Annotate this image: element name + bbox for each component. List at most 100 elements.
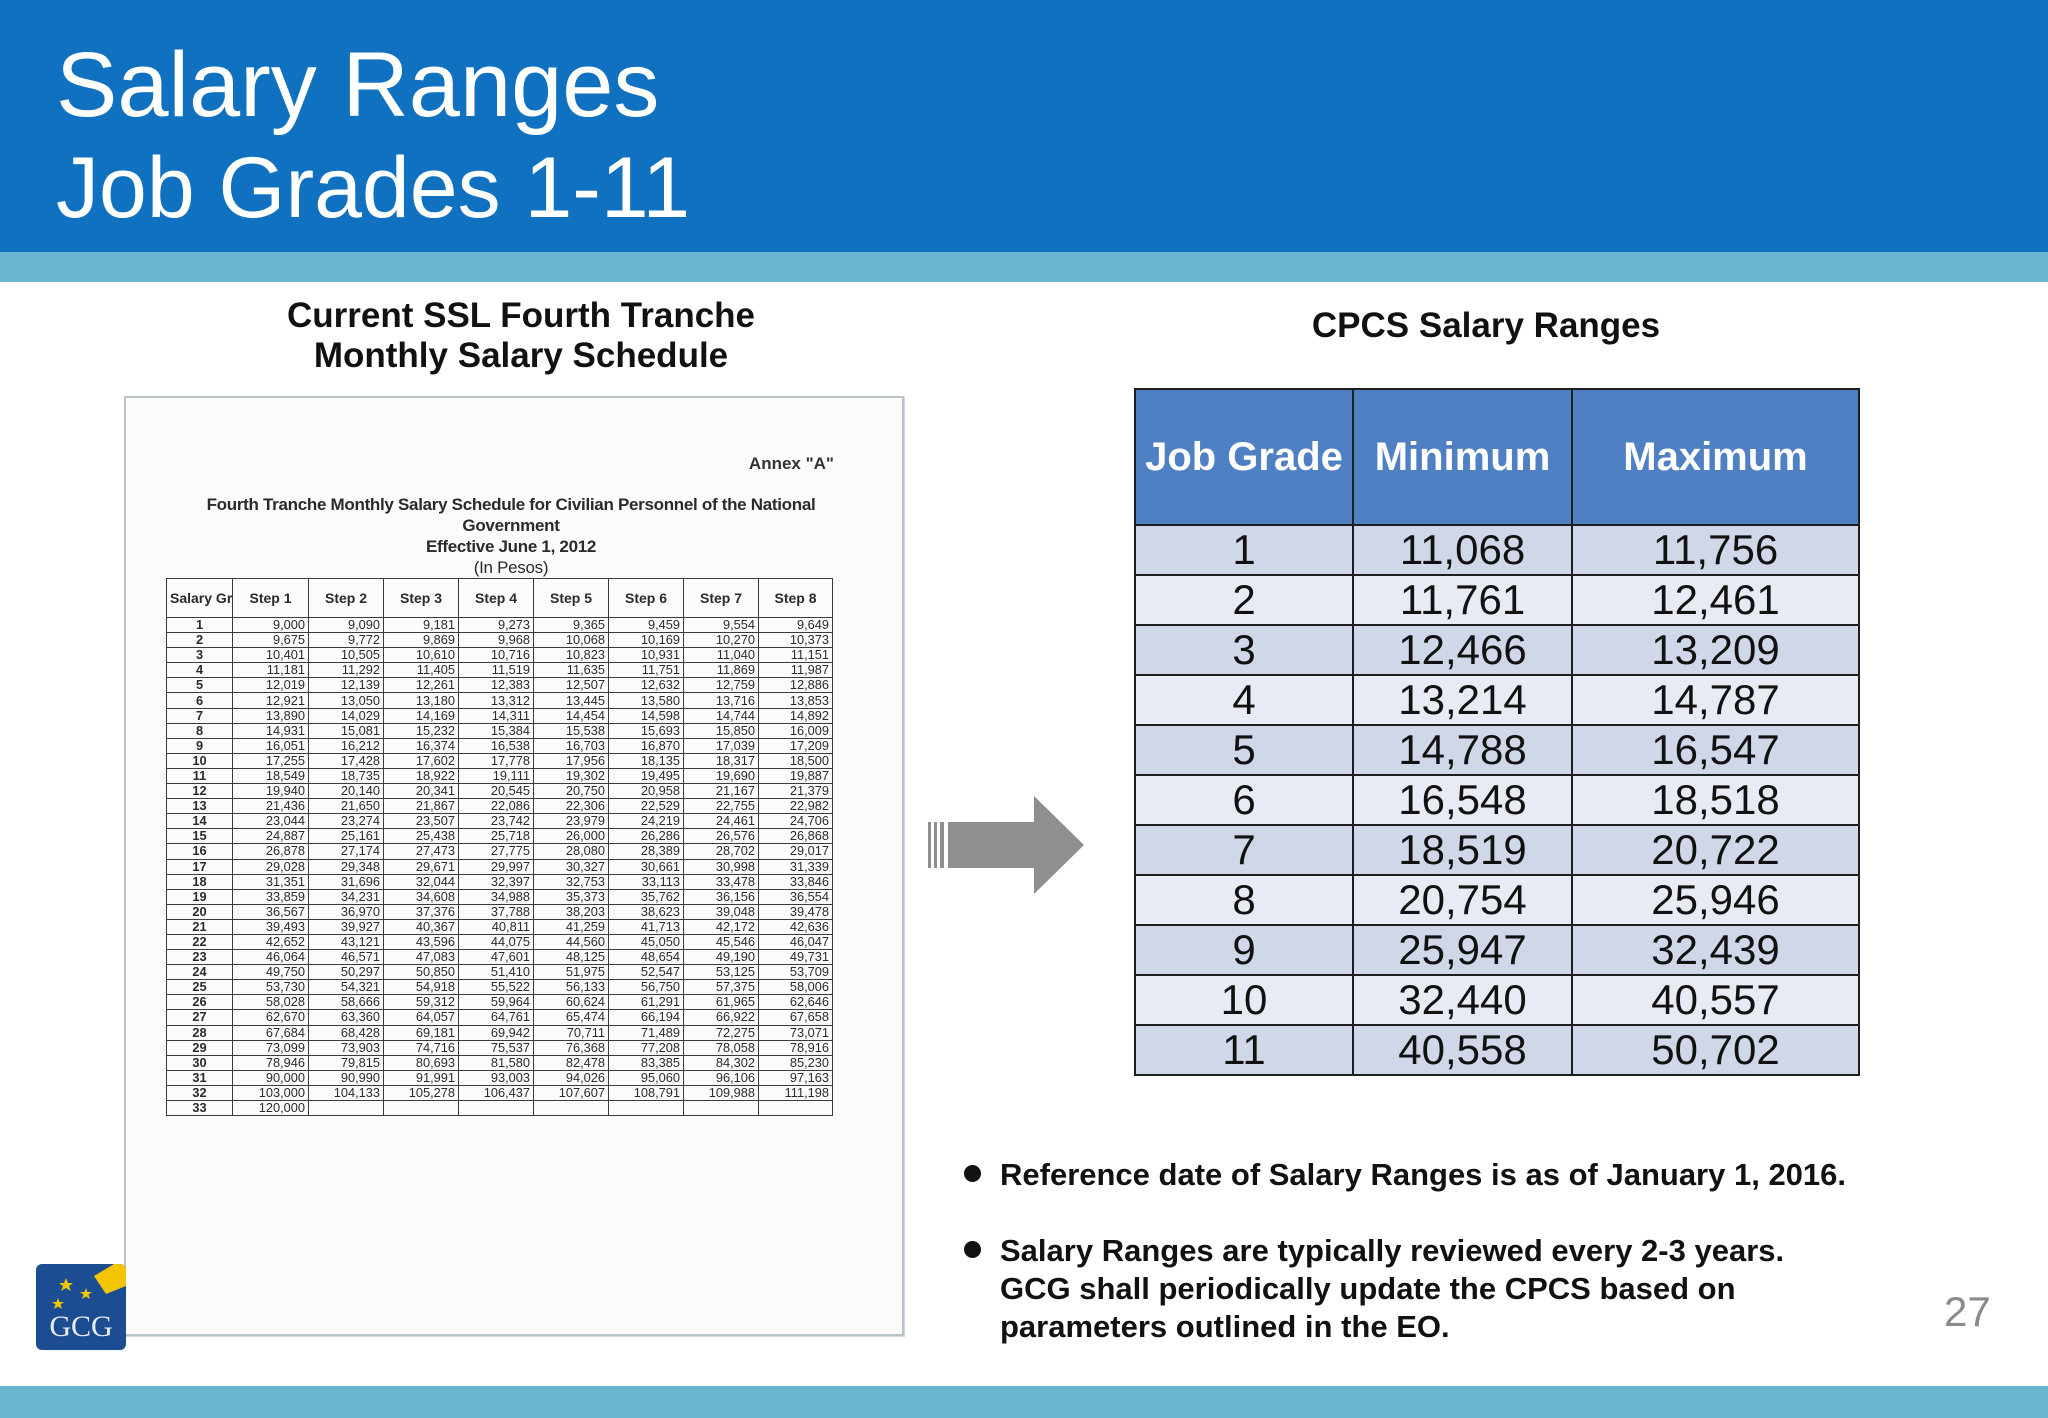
- salary-step-cell: 33,113: [608, 873, 684, 890]
- salary-step-cell: 45,050: [608, 933, 684, 951]
- notes-list: Reference date of Salary Ranges is as of…: [964, 1156, 1904, 1346]
- minimum-cell: 16,548: [1352, 774, 1573, 826]
- salary-step-cell: 17,602: [383, 752, 459, 769]
- salary-step-cell: 14,931: [232, 722, 309, 739]
- salary-step-cell: 66,194: [608, 1009, 684, 1026]
- job-grade-cell: 10: [1134, 974, 1354, 1026]
- salary-step-cell: 9,090: [308, 616, 384, 634]
- minimum-cell: 13,214: [1352, 674, 1573, 726]
- footer-accent-stripe: [0, 1386, 2048, 1418]
- salary-step-cell: 13,890: [232, 707, 309, 724]
- salary-step-cell: 49,750: [232, 964, 309, 981]
- ssl-table-row: 8 14,931 15,081 15,232 15,384 15,538 15,693 15,…: [166, 722, 833, 739]
- salary-step-cell: 32,397: [458, 873, 534, 890]
- salary-step-cell: 9,869: [383, 632, 459, 649]
- salary-step-cell: 66,922: [683, 1009, 759, 1026]
- maximum-cell: 12,461: [1571, 574, 1860, 626]
- salary-step-cell: 13,580: [608, 692, 684, 709]
- salary-step-cell: 111,198: [758, 1084, 833, 1102]
- salary-step-cell: 60,624: [533, 994, 609, 1011]
- salary-grade-cell: 19: [166, 888, 233, 905]
- salary-step-cell: 34,988: [458, 888, 534, 905]
- salary-step-cell: 36,970: [308, 903, 384, 920]
- salary-step-cell: 41,713: [608, 918, 684, 935]
- salary-step-cell: 22,086: [458, 798, 534, 815]
- header-band: [0, 0, 2048, 252]
- salary-step-cell: 95,060: [608, 1069, 684, 1086]
- salary-step-cell: 74,716: [383, 1039, 459, 1056]
- salary-step-cell: 15,693: [608, 722, 684, 739]
- ssl-table-row: 19 33,859 34,231 34,608 34,988 35,373 35,762 36…: [166, 888, 833, 905]
- ssl-table-row: 24 49,750 50,297 50,850 51,410 51,975 52,547 53…: [166, 964, 833, 981]
- salary-step-cell: 26,878: [232, 843, 309, 860]
- ssl-table-row: 25 53,730 54,321 54,918 55,522 56,133 56,750 57…: [166, 979, 833, 996]
- salary-step-cell: 29,348: [308, 858, 384, 875]
- salary-step-cell: 81,580: [458, 1054, 534, 1071]
- salary-step-cell: 67,658: [758, 1009, 833, 1026]
- salary-step-cell: 56,133: [533, 979, 609, 996]
- salary-step-cell: 91,991: [383, 1069, 459, 1086]
- salary-step-cell: 46,064: [232, 949, 309, 966]
- salary-step-cell: 15,384: [458, 722, 534, 739]
- cpcs-table-row: 10 32,440 40,557: [1134, 974, 1860, 1026]
- salary-step-cell: 11,292: [308, 662, 384, 679]
- ssl-scanned-document: Annex "A" Fourth Tranche Monthly Salary …: [124, 396, 904, 1336]
- salary-step-cell: 79,815: [308, 1054, 384, 1071]
- salary-step-cell: 78,058: [683, 1039, 759, 1056]
- salary-step-cell: 25,438: [383, 828, 459, 845]
- salary-step-cell: 39,493: [232, 918, 309, 935]
- salary-step-cell: 31,339: [758, 858, 833, 875]
- salary-step-cell: 36,156: [683, 888, 759, 905]
- salary-step-cell: 12,383: [458, 677, 534, 694]
- ssl-table-row: 32 103,000 104,133 105,278 106,437 107,607 108…: [166, 1084, 833, 1102]
- salary-step-cell: 34,231: [308, 888, 384, 905]
- salary-step-cell: 71,489: [608, 1024, 684, 1041]
- salary-grade-cell: 18: [166, 873, 233, 890]
- cpcs-table-row: 2 11,761 12,461: [1134, 574, 1860, 626]
- salary-step-cell: 16,374: [383, 737, 459, 754]
- minimum-cell: 25,947: [1352, 924, 1573, 976]
- maximum-header: Maximum: [1571, 388, 1860, 526]
- salary-grade-cell: 23: [166, 949, 233, 966]
- salary-step-cell: 16,538: [458, 737, 534, 754]
- salary-grade-header: Salary Grade: [166, 578, 233, 618]
- salary-step-cell: 21,436: [232, 798, 309, 815]
- salary-step-cell: 17,956: [533, 752, 609, 769]
- cpcs-table-row: 8 20,754 25,946: [1134, 874, 1860, 926]
- salary-step-cell: 77,208: [608, 1039, 684, 1056]
- salary-step-cell: 14,744: [683, 707, 759, 724]
- maximum-cell: 32,439: [1571, 924, 1860, 976]
- ssl-table-row: 5 12,019 12,139 12,261 12,383 12,507 12,632 12,…: [166, 677, 833, 694]
- salary-step-cell: 31,696: [308, 873, 384, 890]
- salary-step-cell: 10,068: [533, 632, 609, 649]
- salary-step-cell: 19,302: [533, 767, 609, 785]
- salary-step-cell: 50,850: [383, 964, 459, 981]
- job-grade-cell: 9: [1134, 924, 1354, 976]
- salary-step-cell: 23,507: [383, 813, 459, 830]
- salary-step-cell: 14,454: [533, 707, 609, 724]
- minimum-cell: 40,558: [1352, 1024, 1573, 1076]
- salary-step-cell: 16,703: [533, 737, 609, 754]
- ssl-table-row: 3 10,401 10,505 10,610 10,716 10,823 10,931 11,…: [166, 647, 833, 664]
- salary-step-cell: 39,048: [683, 903, 759, 920]
- cpcs-header-row: Job Grade Minimum Maximum: [1134, 388, 1860, 526]
- salary-step-cell: 97,163: [758, 1069, 833, 1086]
- salary-step-cell: 29,017: [758, 843, 833, 860]
- salary-step-cell: 12,507: [533, 677, 609, 694]
- salary-step-cell: 62,646: [758, 994, 833, 1011]
- step-header: Step 8: [758, 578, 833, 618]
- bullet-icon: [964, 1241, 981, 1258]
- salary-step-cell: 40,811: [458, 918, 534, 935]
- salary-step-cell: 52,547: [608, 964, 684, 981]
- maximum-cell: 16,547: [1571, 724, 1860, 776]
- salary-step-cell: 41,259: [533, 918, 609, 935]
- salary-step-cell: 11,987: [758, 662, 833, 679]
- salary-grade-cell: 10: [166, 752, 233, 769]
- salary-step-cell: 9,649: [758, 616, 833, 634]
- page-number: 27: [1944, 1288, 1991, 1335]
- ssl-table-row: 28 67,684 68,428 69,181 69,942 70,711 71,489 72…: [166, 1024, 833, 1041]
- salary-step-cell: 29,671: [383, 858, 459, 875]
- salary-step-cell: 33,859: [232, 888, 309, 905]
- salary-step-cell: 25,161: [308, 828, 384, 845]
- salary-step-cell: [383, 1099, 459, 1117]
